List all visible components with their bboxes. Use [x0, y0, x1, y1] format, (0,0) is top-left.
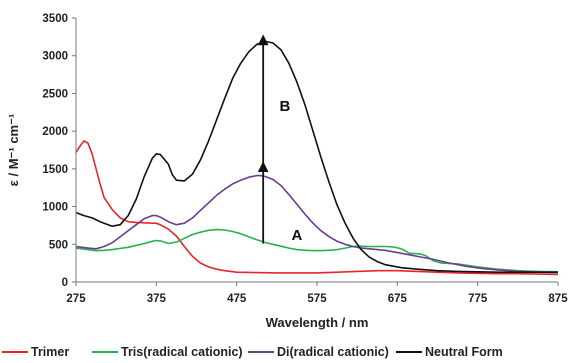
series-layer — [75, 40, 559, 276]
y-tick-label: 3500 — [42, 13, 68, 25]
y-axis-title: ε / M⁻¹ cm⁻¹ — [6, 114, 21, 187]
legend-label: Tris(radical cationic) — [121, 345, 243, 359]
x-tick-label: 275 — [66, 293, 86, 305]
y-tick-label: 1500 — [42, 164, 68, 176]
annotation-layer: AB — [257, 34, 302, 244]
x-tick-label: 875 — [548, 293, 568, 305]
x-tick-label: 375 — [147, 293, 167, 305]
legend-label: Neutral Form — [425, 345, 503, 359]
y-tick-label: 3000 — [42, 51, 68, 63]
series-line-trimer — [75, 140, 559, 276]
series-line-di-radical-cationic — [75, 174, 559, 274]
x-axis-ticks: 275 375 475 575 675 775 875 — [66, 282, 568, 305]
series-line-neutral-form — [75, 40, 558, 273]
y-tick-label: 0 — [62, 277, 68, 289]
x-tick-label: 675 — [388, 293, 408, 305]
y-tick-label: 2500 — [42, 88, 68, 100]
x-axis-title: Wavelength / nm — [266, 315, 369, 330]
y-axis-ticks: 0 500 1000 1500 2000 2500 3000 3500 — [42, 13, 76, 289]
series-line-tris-radical-cationic — [75, 228, 559, 273]
annotation-label-b: B — [279, 98, 290, 115]
x-tick-label: 775 — [468, 293, 488, 305]
x-tick-label: 575 — [307, 293, 327, 305]
y-tick-label: 500 — [49, 239, 68, 251]
x-tick-label: 475 — [227, 293, 247, 305]
y-tick-label: 2000 — [42, 126, 68, 138]
legend-label: Trimer — [31, 345, 69, 359]
annotation-label-a: A — [291, 227, 302, 244]
legend-label: Di(radical cationic) — [277, 345, 389, 359]
y-tick-label: 1000 — [42, 202, 68, 214]
legend: Trimer Tris(radical cationic) Di(radical c… — [2, 345, 503, 359]
plot-area: AB — [75, 34, 559, 276]
